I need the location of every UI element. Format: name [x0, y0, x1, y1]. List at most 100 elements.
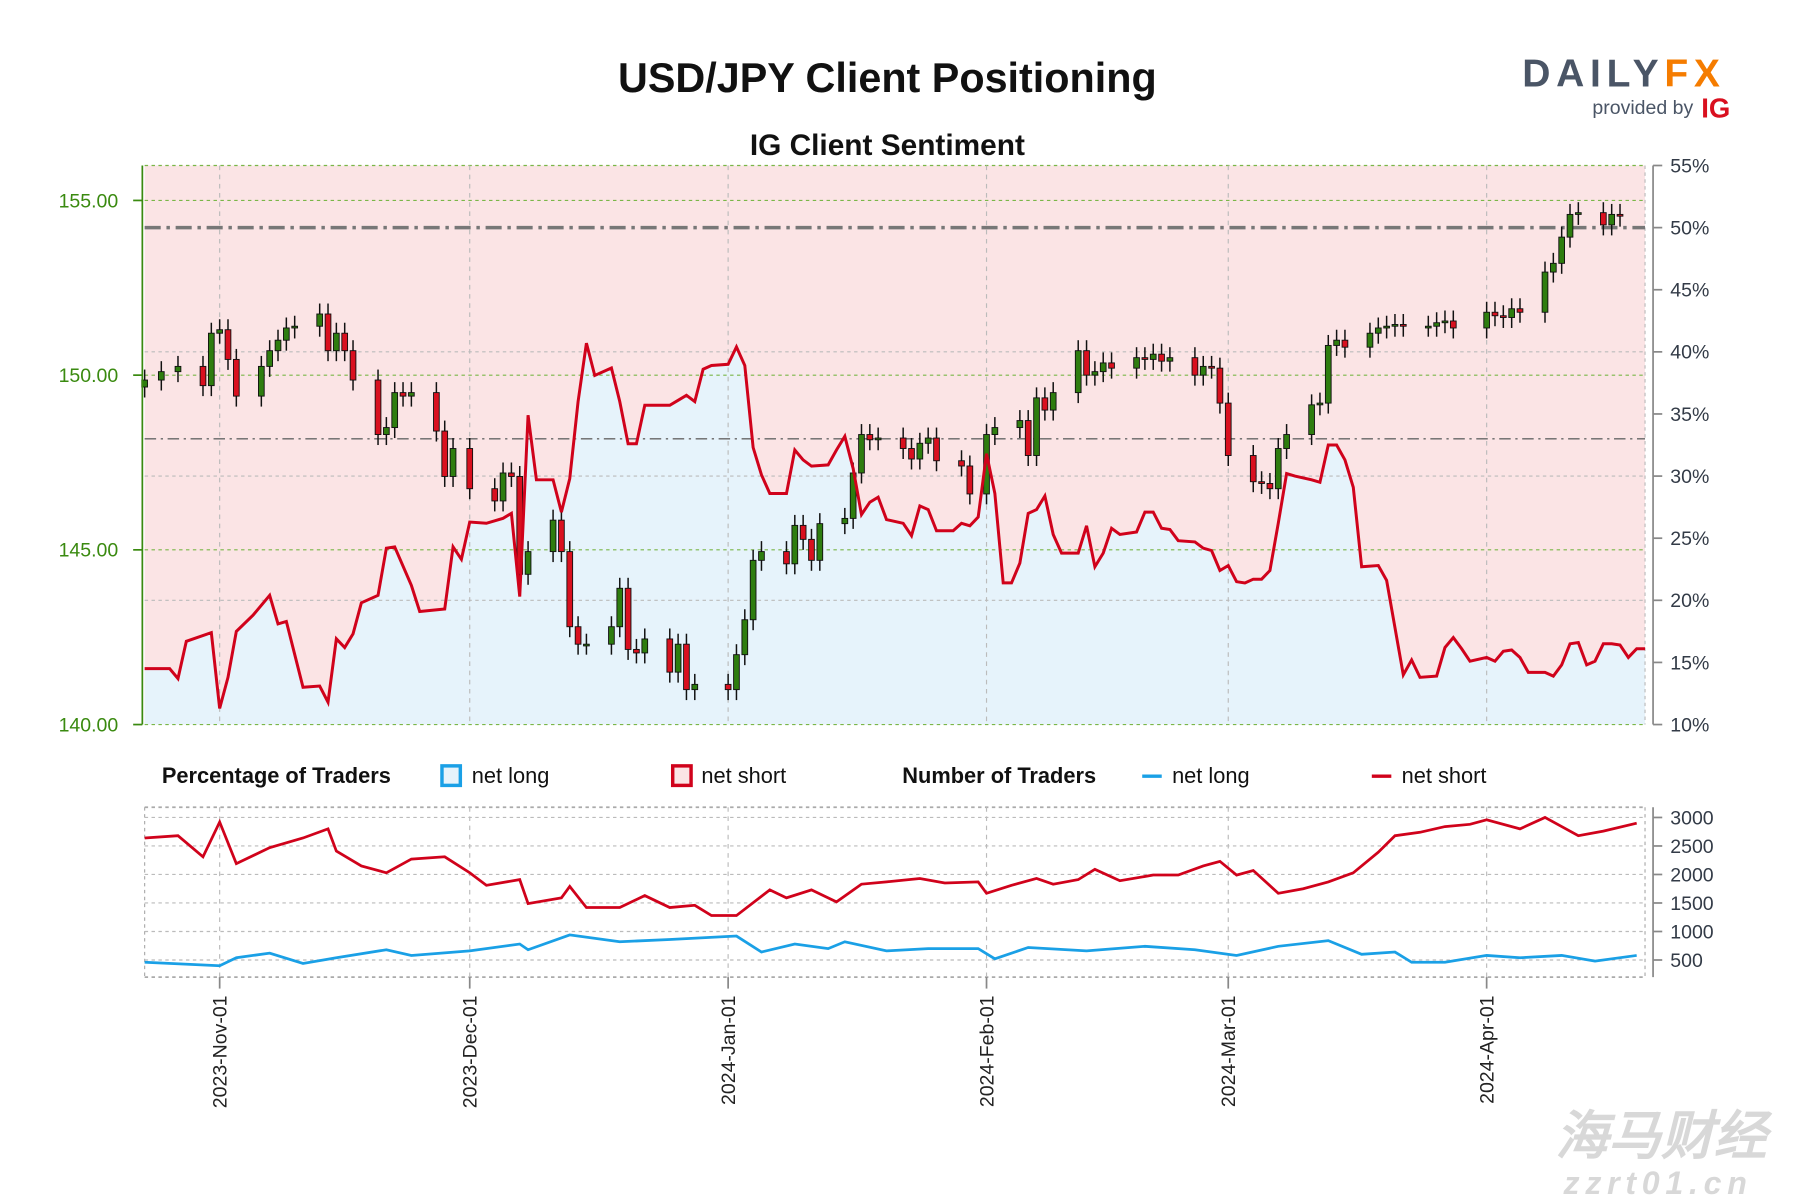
- candle: [1024, 410, 1032, 466]
- candle: [1016, 410, 1024, 439]
- candle-body: [1166, 357, 1174, 362]
- candle: [291, 315, 299, 339]
- percent-tick-label: 30%: [1670, 466, 1709, 488]
- percent-tick-label: 55%: [1670, 155, 1709, 177]
- candle: [1074, 340, 1082, 404]
- candle-body: [449, 448, 457, 477]
- candle: [266, 340, 274, 377]
- legend-num-net-long: net long: [1172, 763, 1250, 788]
- candle-body: [466, 448, 474, 490]
- candle: [1566, 203, 1574, 248]
- candle: [566, 541, 574, 638]
- candle-body: [199, 365, 207, 387]
- candle: [524, 541, 532, 585]
- candle-body: [908, 448, 915, 460]
- candle-body: [349, 350, 357, 381]
- percent-tick-label: 25%: [1670, 528, 1709, 550]
- candle: [874, 427, 882, 451]
- candle-body: [724, 683, 732, 691]
- candle-body: [791, 524, 799, 565]
- candle: [991, 417, 999, 446]
- candle-body: [524, 551, 532, 575]
- candle-body: [1391, 324, 1399, 327]
- candle-body: [783, 551, 790, 565]
- candle: [549, 509, 557, 563]
- candle-body: [741, 619, 749, 656]
- candle-body: [874, 437, 882, 441]
- candle-body: [1024, 420, 1032, 456]
- candle: [1441, 310, 1449, 334]
- legend-net-long-swatch: [440, 764, 463, 788]
- candle-body: [1374, 327, 1382, 334]
- candle-body: [399, 392, 407, 397]
- candle: [1600, 202, 1607, 236]
- candle: [633, 638, 640, 664]
- candle-body: [1049, 392, 1057, 411]
- candle: [1550, 252, 1557, 283]
- candle: [1108, 352, 1115, 379]
- candle-body: [408, 392, 415, 397]
- candle-body: [924, 437, 932, 444]
- price-tick-label: 150.00: [59, 365, 119, 387]
- candle-body: [441, 430, 449, 477]
- candle: [808, 528, 815, 571]
- candle-body: [566, 551, 574, 628]
- candle: [899, 427, 907, 460]
- candle: [224, 319, 232, 370]
- candle-body: [633, 648, 640, 654]
- candle-body: [1575, 212, 1582, 215]
- count-tick-label: 2500: [1670, 836, 1714, 858]
- legend-net-short-swatch: [670, 764, 693, 788]
- candle-body: [157, 371, 165, 381]
- percent-tick-label: 20%: [1670, 590, 1709, 612]
- candle: [1483, 301, 1490, 339]
- candle-body: [1441, 320, 1449, 324]
- candle-body: [1316, 402, 1324, 406]
- candle-body: [583, 643, 590, 647]
- candle: [1391, 313, 1399, 337]
- candle-body: [1199, 365, 1207, 376]
- candle: [1366, 322, 1374, 358]
- candle-body: [324, 313, 332, 352]
- candle: [258, 355, 265, 407]
- svg-text:DAILYFX: DAILYFX: [1522, 52, 1726, 95]
- candle-body: [683, 643, 690, 691]
- candle: [924, 427, 932, 454]
- candle: [1499, 305, 1507, 328]
- candle: [316, 303, 324, 337]
- candle-body: [1508, 308, 1515, 318]
- candle: [1608, 203, 1616, 236]
- candle: [174, 355, 182, 383]
- candle-body: [391, 392, 399, 429]
- candle: [1575, 202, 1582, 225]
- candle-body: [549, 519, 557, 553]
- candle-body: [1558, 236, 1566, 264]
- candle: [1324, 334, 1332, 414]
- candle-body: [558, 519, 565, 553]
- candle: [1099, 352, 1107, 383]
- trader-count-panel: 500 1000 1500 2000 2500 3000: [144, 806, 1714, 978]
- candle: [491, 478, 499, 512]
- candle: [1249, 445, 1257, 493]
- net-short-count-line: [144, 815, 1638, 917]
- candle-body: [858, 434, 865, 474]
- candle: [816, 513, 824, 571]
- candle: [583, 633, 590, 655]
- candle: [1166, 347, 1174, 372]
- candle-body: [1083, 350, 1090, 376]
- candle: [383, 417, 390, 446]
- candle: [1266, 472, 1274, 500]
- candle-body: [1074, 350, 1082, 394]
- candle-body: [1133, 357, 1140, 369]
- candle-body: [1158, 353, 1165, 362]
- candle-body: [1341, 339, 1349, 348]
- candle-body: [491, 488, 499, 502]
- candle: [207, 322, 215, 397]
- candle: [1558, 226, 1566, 274]
- candle-body: [274, 339, 282, 352]
- legend-pct-net-short: net short: [701, 763, 786, 788]
- candle-body: [316, 313, 324, 327]
- candle: [791, 514, 799, 575]
- candle-body: [283, 327, 290, 341]
